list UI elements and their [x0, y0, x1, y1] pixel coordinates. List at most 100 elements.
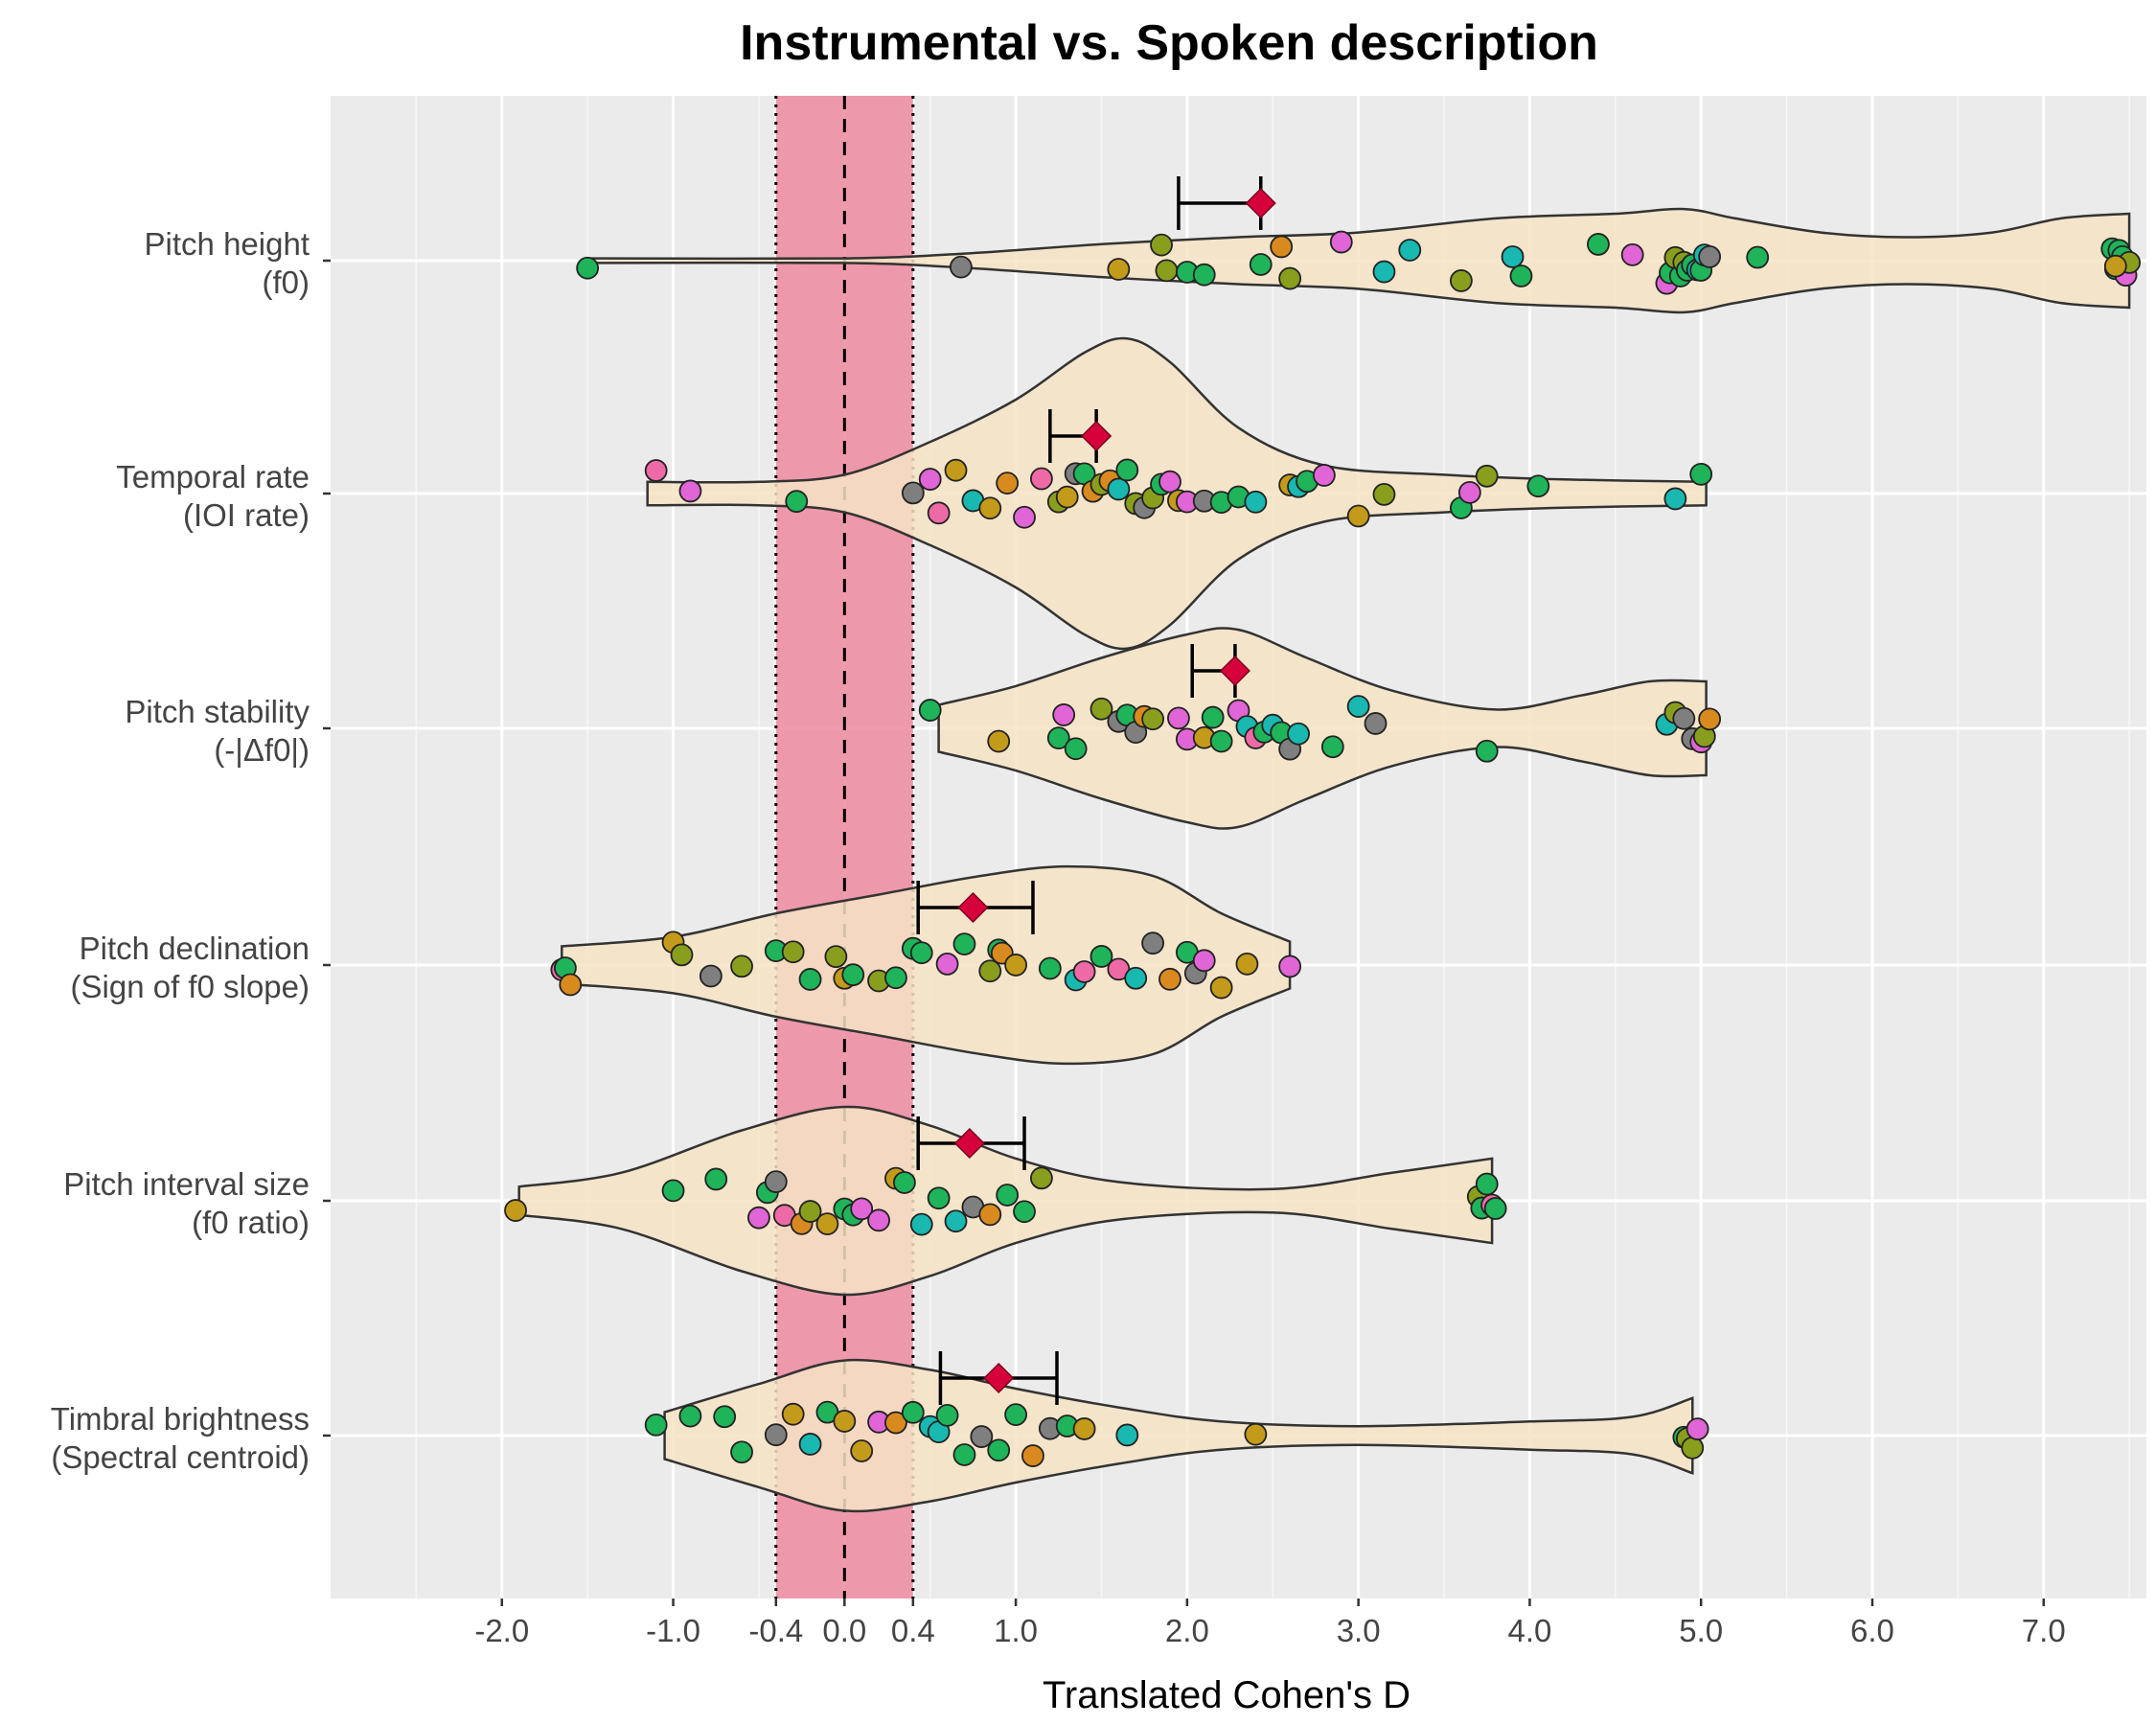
data-point — [1698, 245, 1722, 268]
data-point — [764, 1423, 788, 1447]
data-point — [978, 1203, 1002, 1227]
data-point — [1509, 264, 1533, 288]
data-point — [1004, 954, 1027, 977]
data-point — [1364, 712, 1388, 735]
x-tick-label: 5.0 — [1679, 1613, 1723, 1648]
data-point — [1483, 1197, 1507, 1220]
data-point — [1372, 260, 1396, 284]
data-point — [678, 479, 702, 503]
data-point — [1698, 707, 1722, 731]
data-point — [824, 945, 848, 969]
x-axis: -2.0 -1.0 -0.4 0.0 0.4 1.0 2.0 3.0 4.0 5.0 6.0 7.0 — [474, 1598, 2066, 1648]
x-tick-label: 2.0 — [1165, 1613, 1209, 1648]
data-point — [1249, 253, 1273, 276]
data-point — [1457, 480, 1481, 504]
data-point — [678, 1404, 702, 1428]
data-point — [1013, 505, 1036, 529]
data-point — [1235, 952, 1259, 976]
y-tick-label-sub: (-|Δf0|) — [214, 732, 310, 768]
data-point — [1346, 695, 1370, 719]
point-group — [504, 230, 2142, 1467]
data-point — [952, 932, 976, 956]
data-point — [644, 459, 668, 482]
x-tick-label: -0.4 — [748, 1613, 803, 1648]
y-tick-label: Pitch declination — [80, 931, 310, 966]
data-point — [901, 481, 925, 505]
data-point — [909, 941, 933, 965]
data-point — [1021, 1444, 1044, 1467]
data-point — [952, 1443, 976, 1466]
data-point — [815, 1212, 839, 1236]
data-point — [504, 1199, 527, 1222]
data-point — [978, 959, 1002, 983]
data-point — [699, 964, 722, 988]
data-point — [1681, 1436, 1705, 1460]
data-point — [730, 1440, 753, 1464]
data-point — [1038, 956, 1062, 980]
data-point — [841, 963, 865, 987]
data-point — [909, 1212, 933, 1236]
data-point — [1686, 1417, 1709, 1441]
data-point — [1167, 706, 1190, 730]
data-point — [1158, 470, 1181, 494]
panel-background — [331, 96, 2146, 1598]
data-point — [1107, 477, 1131, 501]
plot-panel — [331, 96, 2146, 1598]
data-point — [730, 954, 753, 978]
data-point — [1475, 739, 1499, 763]
data-point — [1620, 242, 1644, 266]
data-point — [1141, 932, 1165, 955]
data-point — [1107, 258, 1131, 281]
data-point — [850, 1439, 874, 1462]
y-tick-label: Temporal rate — [116, 459, 310, 494]
data-point — [833, 1410, 857, 1433]
data-point — [1475, 1172, 1499, 1196]
x-tick-label: 1.0 — [994, 1613, 1038, 1648]
x-axis-label: Translated Cohen's D — [1043, 1674, 1411, 1716]
data-point — [670, 943, 694, 967]
data-point — [1270, 235, 1294, 259]
data-point — [1450, 269, 1473, 292]
data-point — [704, 1167, 728, 1191]
data-point — [1192, 263, 1216, 287]
data-point — [798, 968, 822, 991]
mean-estimate-diamond — [1219, 655, 1250, 687]
y-tick-label-sub: (Sign of f0 slope) — [71, 969, 310, 1004]
data-point — [1030, 1166, 1053, 1190]
data-point — [644, 1413, 668, 1437]
y-tick-label: Pitch height — [145, 226, 310, 262]
data-point — [747, 1206, 770, 1230]
data-point — [935, 1403, 959, 1427]
data-point — [978, 496, 1002, 520]
data-point — [867, 1208, 890, 1232]
mean-estimate-diamond — [1245, 187, 1276, 219]
data-point — [1089, 697, 1113, 721]
data-point — [2103, 254, 2127, 278]
data-point — [918, 699, 942, 722]
chart-title: Instrumental vs. Spoken description — [740, 15, 1598, 71]
mean-estimate-diamond — [957, 891, 989, 924]
data-point — [996, 1184, 1020, 1207]
data-point — [1312, 464, 1336, 487]
y-tick-label-sub: (f0) — [263, 264, 310, 300]
data-point — [884, 966, 907, 990]
data-point — [798, 1200, 822, 1223]
x-tick-label: -2.0 — [474, 1613, 529, 1648]
data-point — [1209, 976, 1233, 1000]
data-point — [559, 973, 583, 997]
data-point — [1526, 474, 1550, 498]
x-tick-label: 3.0 — [1337, 1613, 1381, 1648]
y-axis: Pitch height(f0) Temporal rate(IOI rate) P… — [51, 226, 331, 1475]
data-point — [1115, 1423, 1139, 1447]
data-point — [850, 1197, 874, 1221]
data-point — [944, 458, 968, 482]
data-point — [764, 1170, 788, 1194]
reference-band — [774, 96, 915, 1598]
y-tick-label: Pitch interval size — [63, 1166, 310, 1202]
data-point — [892, 1171, 916, 1194]
data-point — [1089, 945, 1113, 968]
mean-estimate-diamond — [1081, 420, 1112, 452]
data-point — [944, 1209, 968, 1233]
data-point — [1663, 487, 1687, 511]
data-point — [1329, 230, 1353, 254]
